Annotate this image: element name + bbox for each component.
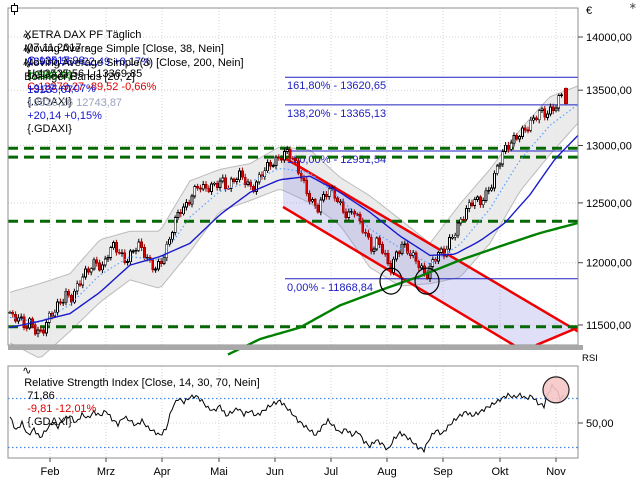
candles (8, 87, 568, 338)
quote-close-change: C:13379,27 -89,52 -0,66% (27, 81, 157, 93)
rsi-change: -9,81 -12,01% (27, 403, 97, 415)
quote-open: O:13517,98 (27, 55, 85, 67)
ma200-symbol: {.GDAXI} (27, 96, 72, 108)
wave-icon: ∿ (22, 58, 32, 71)
bollinger-symbol: {.GDAXI} (27, 123, 72, 135)
fib-label: 138,20% - 13365,13 (287, 108, 386, 120)
ma38-value: 12930,56 +22,49 +0,17% (27, 56, 151, 68)
wave-icon: ∿ (22, 44, 32, 57)
ma200-legend-row[interactable]: ∿ Moving Average Simple(3) [Close, 200, … (10, 31, 244, 122)
wave-icon: ∿ (22, 364, 32, 377)
rsi-name: Relative Strength Index [Close, 14, 30, … (24, 377, 260, 389)
quote-high-low: H:13525,56 L:13369,85 (27, 68, 143, 80)
month-label: Sep (433, 466, 453, 478)
fib-label: 0,00% - 11868,84 (287, 282, 373, 294)
price-tick-label: 14000,00 (586, 32, 632, 44)
axes: 14000,00 13500,00 13000,00 12500,00 12000,00… (7, 5, 632, 478)
rsi-symbol: {.GDAXI} (27, 416, 72, 428)
moving-averages (9, 103, 579, 356)
bollinger-value: 13135,07 (27, 84, 74, 96)
month-label: Mrz (97, 466, 115, 478)
price-tick-label: 13500,00 (586, 85, 632, 97)
bollinger-change: +20,14 +0,15% (27, 110, 102, 122)
price-tick-label: 12500,00 (586, 198, 632, 210)
ma200-value: 12386,83 (27, 70, 74, 82)
month-label: Feb (41, 466, 60, 478)
low-ellipse-annotations (379, 267, 440, 295)
month-label: Jun (266, 466, 284, 478)
price-tick-label: 11500,00 (586, 320, 631, 332)
bollinger-name: Bollinger Bands [20, 2] (24, 71, 135, 83)
month-label: Nov (546, 466, 566, 478)
price-tick-label: 13000,00 (586, 141, 632, 153)
instrument-legend-row[interactable]: XETRA DAX PF Täglich 07.11.2017 - O:1351… (10, 3, 156, 107)
corner-settings-icon[interactable]: ∗ (628, 1, 637, 12)
month-label: Mai (210, 466, 228, 478)
rsi-tick-label: 50,00 (586, 418, 614, 430)
rsi-legend-row[interactable]: ∿ Relative Strength Index [Close, 14, 30… (10, 351, 260, 442)
rsi-axis-label: RSI (582, 353, 598, 364)
bollinger-legend-row[interactable]: ∿ Bollinger Bands [20, 2] 13135,07 13526… (10, 45, 135, 149)
month-label: Apr (153, 466, 170, 478)
rsi-value: 71,86 (27, 390, 55, 402)
month-label: Aug (377, 466, 397, 478)
ma38-legend-row[interactable]: ∿ Moving Average Simple [Close, 38, Nein… (10, 17, 224, 95)
ma200-name: Moving Average Simple(3) [Close, 200, Ne… (24, 57, 244, 69)
quote-date: 07.11.2017 - (27, 42, 89, 54)
month-label: Jul (324, 466, 338, 478)
ma38-name: Moving Average Simple [Close, 38, Nein] (24, 43, 224, 55)
rsi-circle-annotation (542, 376, 570, 404)
currency-label: € (586, 5, 592, 17)
wave-icon: ∿ (22, 30, 32, 43)
rsi-pane (8, 376, 578, 454)
price-tick-label: 12000,00 (586, 258, 632, 270)
ma38-symbol: {.GDAXI} (27, 69, 72, 81)
ma200-change: +9,17 +0,07% (27, 83, 96, 95)
instrument-title: XETRA DAX PF Täglich (24, 29, 142, 41)
fib-label: 161,80% - 13620,65 (287, 80, 386, 92)
month-label: Okt (491, 466, 508, 478)
bollinger-bands-values: 13526,26 12743,87 (27, 97, 123, 109)
